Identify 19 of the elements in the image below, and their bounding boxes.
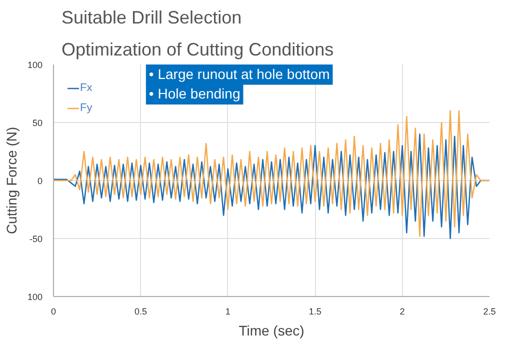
legend-label: Fx (80, 82, 94, 94)
x-tick-label: 0.5 (134, 306, 147, 316)
x-tick-label: 1 (225, 306, 230, 316)
annotation: • Large runout at hole bottom (148, 66, 330, 82)
y-tick-label: -50 (29, 234, 43, 244)
chart-title: Suitable Drill Selection (62, 8, 242, 28)
chart-subtitle: Optimization of Cutting Conditions (62, 40, 334, 60)
y-tick-label: 100 (27, 60, 43, 70)
y-tick-label: 50 (32, 118, 43, 128)
x-axis-title: Time (sec) (238, 322, 304, 338)
annotation: • Hole bending (148, 86, 240, 102)
y-axis-title: Cutting Force (N) (3, 126, 20, 234)
x-tick-label: 0 (50, 306, 56, 316)
y-tick-label: 100 (27, 292, 43, 302)
y-tick-label: 0 (37, 176, 43, 186)
x-tick-label: 1.5 (308, 306, 322, 316)
x-tick-label: 2 (400, 306, 405, 316)
x-tick-label: 2.5 (483, 306, 496, 316)
legend-label: Fy (80, 102, 94, 114)
